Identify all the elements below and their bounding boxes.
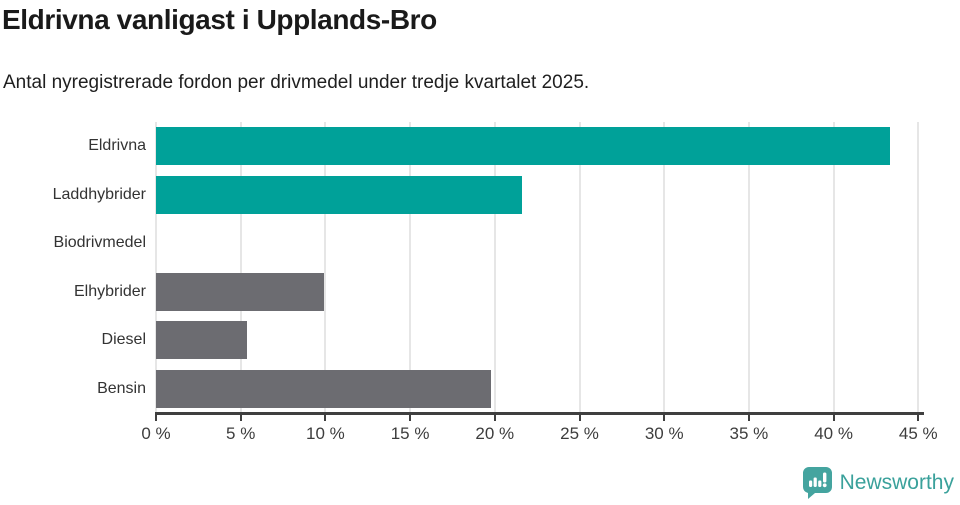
x-tick	[239, 415, 242, 421]
gridline	[239, 122, 242, 413]
x-tick-label: 5 %	[226, 424, 256, 443]
bar-eldrivna	[156, 127, 890, 166]
x-tick-label: 30 %	[644, 424, 684, 443]
x-tick-label: 10 %	[306, 424, 345, 443]
x-tick-label: 45 %	[898, 424, 938, 443]
gridline	[324, 122, 327, 413]
brand-footer: Newsworthy	[802, 466, 954, 499]
x-tick-label: 40 %	[814, 424, 853, 443]
x-tick	[324, 415, 327, 421]
x-tick-label: 25 %	[560, 424, 599, 443]
brand-name: Newsworthy	[839, 470, 954, 494]
gridline	[747, 122, 750, 413]
x-tick	[832, 415, 835, 421]
gridline	[578, 122, 581, 413]
gridline	[493, 122, 496, 413]
category-label-biodrivmedel: Biodrivmedel	[53, 234, 146, 252]
x-tick	[493, 415, 496, 421]
x-tick	[409, 415, 412, 421]
x-tick	[663, 415, 666, 421]
bar-elhybrider	[156, 272, 324, 311]
x-axis-line	[155, 412, 924, 415]
gridline	[663, 122, 666, 413]
category-label-bensin: Bensin	[97, 379, 146, 397]
gridline	[917, 122, 920, 413]
category-label-diesel: Diesel	[101, 331, 146, 349]
x-tick	[155, 415, 157, 421]
x-tick-label: 35 %	[729, 424, 769, 443]
chart-title: Eldrivna vanligast i Upplands-Bro	[2, 4, 437, 35]
bar-laddhybrider	[156, 175, 522, 214]
gridline	[409, 122, 412, 413]
x-tick-label: 15 %	[390, 424, 430, 443]
bar-diesel	[156, 321, 248, 360]
x-tick-label: 20 %	[475, 424, 515, 443]
x-tick-label: 0 %	[141, 424, 171, 443]
category-label-laddhybrider: Laddhybrider	[52, 185, 146, 203]
x-tick	[578, 415, 581, 421]
gridline	[832, 122, 835, 413]
x-tick	[747, 415, 750, 421]
chart-subtitle: Antal nyregistrerade fordon per drivmede…	[3, 72, 590, 93]
bar-bensin	[156, 369, 492, 408]
category-label-elhybrider: Elhybrider	[73, 282, 146, 300]
plot-area	[155, 122, 924, 413]
x-tick	[917, 415, 920, 421]
category-label-eldrivna: Eldrivna	[88, 137, 146, 155]
gridline	[155, 122, 157, 413]
newsworthy-pin-barchart-icon	[802, 467, 832, 499]
